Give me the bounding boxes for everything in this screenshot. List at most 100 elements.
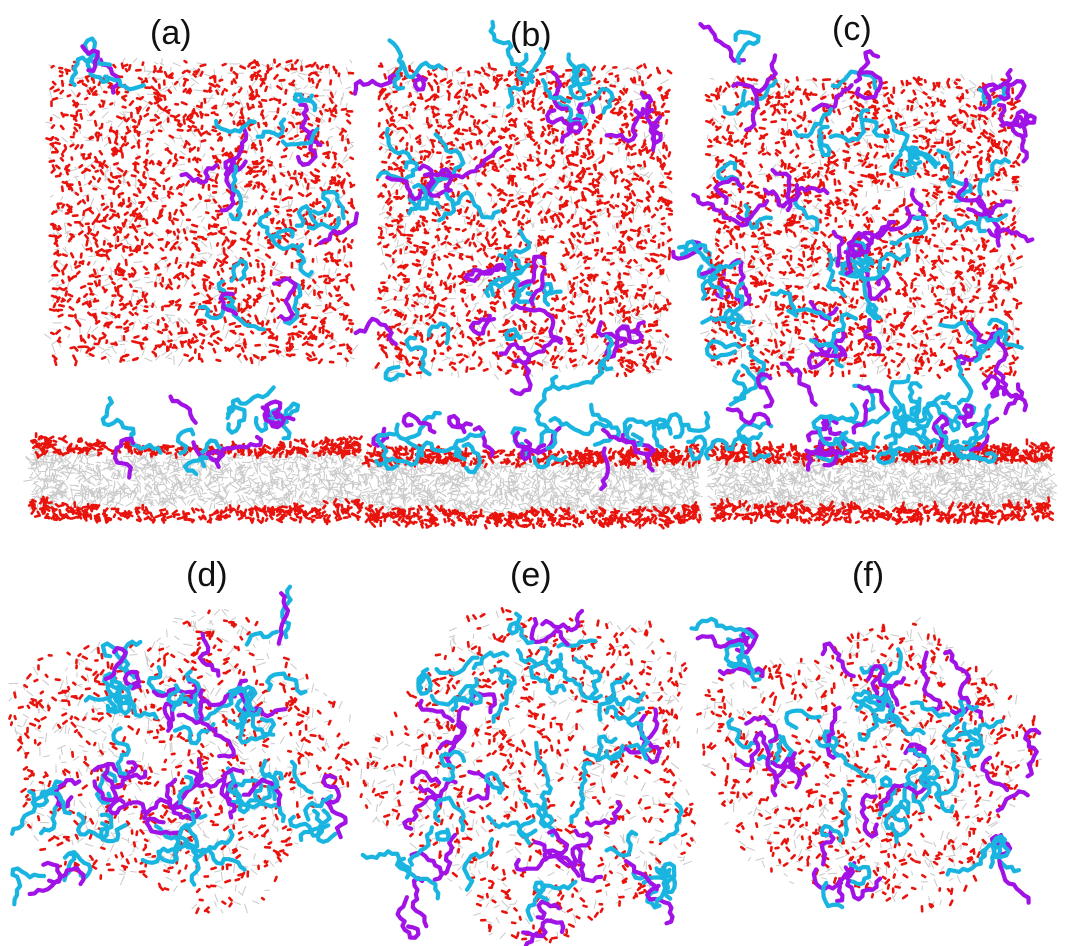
polymer-chain bbox=[400, 60, 445, 80]
polymer-chain bbox=[534, 740, 553, 808]
polymer-chain bbox=[179, 163, 219, 185]
polymer-chain bbox=[853, 49, 881, 84]
polymer-chain bbox=[229, 688, 252, 730]
polymer-chain bbox=[851, 689, 890, 714]
polymer-chain bbox=[376, 159, 420, 183]
polymer-chain bbox=[619, 740, 662, 765]
polymer-chain bbox=[945, 848, 987, 877]
polymer-chain bbox=[521, 918, 566, 939]
polymer-chain bbox=[907, 747, 932, 802]
polymer-chain bbox=[535, 899, 562, 921]
polymer-chain bbox=[483, 248, 514, 298]
polymer-chain bbox=[978, 82, 1000, 112]
polymer-chain bbox=[877, 775, 897, 817]
polymer-chain bbox=[489, 667, 514, 699]
polymer-chain bbox=[228, 164, 243, 222]
polymer-chain bbox=[900, 404, 931, 424]
polymer-chain bbox=[820, 641, 856, 679]
polymer-chain bbox=[255, 117, 287, 139]
polymer-chain bbox=[707, 260, 742, 298]
polymer-chain bbox=[407, 825, 434, 867]
polymer-chain bbox=[988, 837, 1011, 870]
polymer-chain bbox=[288, 808, 325, 838]
polymer-chain bbox=[433, 132, 466, 176]
polymer-chain bbox=[540, 608, 585, 633]
polymer-chain bbox=[819, 824, 844, 843]
polymer-chain bbox=[909, 187, 927, 222]
polymer-chain bbox=[439, 749, 467, 783]
polymer-chain bbox=[102, 764, 148, 790]
polymer-chain bbox=[1023, 727, 1042, 779]
polymer-chain bbox=[808, 338, 844, 369]
polymer-chain bbox=[228, 684, 258, 712]
polymer-chain bbox=[604, 704, 646, 722]
polymer-chain bbox=[176, 698, 208, 726]
polymer-chain bbox=[417, 698, 455, 724]
polymer-chain bbox=[977, 83, 1007, 106]
polymer-chain bbox=[604, 106, 645, 144]
polymer-chain bbox=[857, 713, 880, 743]
polymer-chain bbox=[103, 74, 146, 92]
polymer-chain bbox=[461, 441, 482, 475]
polymer-chain bbox=[655, 867, 677, 895]
polymer-chain bbox=[695, 634, 750, 649]
polymer-chain bbox=[659, 801, 684, 843]
polymer-chain bbox=[704, 339, 742, 360]
polymer-chain bbox=[504, 327, 523, 342]
polymer-chain bbox=[426, 321, 451, 346]
polymer-chain bbox=[111, 726, 131, 776]
polymer-chain bbox=[819, 827, 836, 867]
polymer-chain bbox=[742, 78, 778, 108]
polymer-chain bbox=[556, 638, 598, 649]
polymer-chain bbox=[528, 268, 547, 307]
polymer-chain bbox=[451, 190, 501, 220]
polymer-chain bbox=[604, 829, 639, 858]
polymer-chain bbox=[552, 357, 607, 392]
polymer-chain bbox=[1003, 382, 1025, 416]
polymer-chain bbox=[717, 665, 765, 679]
polymer-chain bbox=[277, 401, 301, 441]
polymer-chain bbox=[545, 108, 584, 135]
polymer-chain bbox=[197, 631, 221, 678]
polymer-chain bbox=[835, 861, 857, 903]
polymer-chain bbox=[875, 444, 919, 466]
polymer-chain bbox=[604, 691, 646, 707]
polymer-chain bbox=[733, 29, 761, 65]
polymer-chain bbox=[770, 288, 799, 318]
polymer-chain bbox=[931, 414, 950, 452]
polymer-chain bbox=[997, 859, 1031, 905]
polymer-chain bbox=[584, 799, 623, 828]
polymer-chain bbox=[75, 811, 110, 840]
polymer-chain bbox=[700, 307, 744, 335]
polymer-chain bbox=[453, 430, 486, 462]
lipid-headgroups bbox=[27, 495, 364, 526]
polymer-chain bbox=[523, 931, 539, 946]
polymer-chain bbox=[178, 824, 200, 850]
lipid-headgroups bbox=[710, 496, 1055, 527]
polymer-chain bbox=[934, 424, 961, 452]
polymer-chain bbox=[229, 258, 249, 283]
polymer-chain bbox=[394, 410, 442, 442]
polymer-chain bbox=[942, 712, 963, 748]
polymer-chain bbox=[650, 114, 663, 145]
polymer-chain bbox=[512, 337, 563, 366]
polymer-chain bbox=[808, 299, 839, 321]
polymer-chain bbox=[943, 731, 985, 759]
panel-label-c: (c) bbox=[832, 10, 872, 48]
polymer-chain bbox=[844, 410, 891, 428]
polymer-chain bbox=[491, 668, 517, 724]
polymer-chain bbox=[903, 764, 940, 788]
polymer-chain bbox=[462, 837, 495, 892]
polymer-chain bbox=[794, 185, 830, 198]
polymer-chain bbox=[192, 828, 235, 863]
polymer-chain bbox=[289, 759, 314, 795]
panel-label-b: (b) bbox=[510, 16, 552, 54]
polymer-chain bbox=[566, 52, 587, 101]
polymer-chain bbox=[27, 860, 63, 897]
polymer-chain bbox=[756, 735, 786, 766]
polymer-chain bbox=[977, 157, 1011, 197]
polymer-chain bbox=[854, 70, 884, 101]
polymer-chain bbox=[943, 649, 971, 705]
polymer-chain bbox=[434, 827, 452, 842]
polymer-chain bbox=[437, 705, 470, 751]
